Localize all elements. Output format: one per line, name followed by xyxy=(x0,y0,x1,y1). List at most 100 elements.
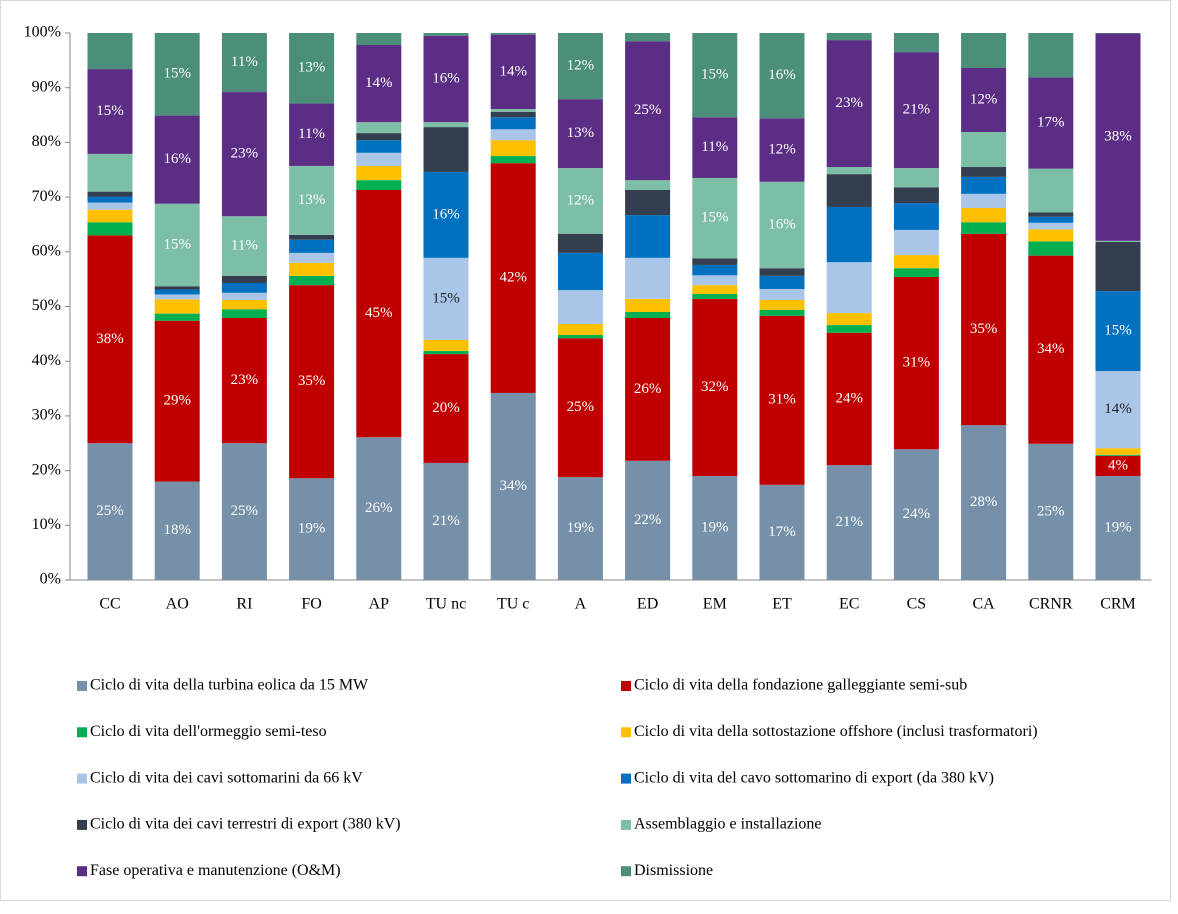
bar-segment xyxy=(826,167,872,175)
bar-segment xyxy=(1028,168,1074,213)
bar-segment xyxy=(557,338,603,478)
bar-segment xyxy=(1028,77,1074,169)
data-label: 25% xyxy=(634,102,662,118)
bar-segment xyxy=(961,193,1007,209)
bar-segment xyxy=(759,181,805,269)
y-tick-label: 40% xyxy=(32,352,61,369)
bar-segment xyxy=(692,298,738,477)
legend-label: Ciclo di vita della sottostazione offsho… xyxy=(634,723,1038,740)
bar-segment xyxy=(221,299,267,310)
bar-segment xyxy=(87,191,133,197)
chart-border xyxy=(0,0,1171,901)
data-label: 12% xyxy=(567,58,595,74)
bar-segment xyxy=(826,325,872,333)
data-label: 21% xyxy=(903,102,931,118)
bar-segment xyxy=(289,285,335,479)
bar-segment xyxy=(289,478,335,580)
x-tick-label: TU c xyxy=(497,596,529,613)
data-label: 19% xyxy=(298,521,326,537)
bar-segment xyxy=(961,132,1007,168)
data-label: 19% xyxy=(1104,519,1132,535)
bar-segment xyxy=(490,156,536,164)
legend-swatch xyxy=(77,727,87,738)
x-tick-label: EM xyxy=(703,596,727,613)
x-tick-label: A xyxy=(575,596,587,613)
data-label: 16% xyxy=(163,151,191,167)
bar-segment xyxy=(356,133,402,141)
bar-segment xyxy=(423,35,469,123)
data-label: 13% xyxy=(567,125,595,141)
data-label: 38% xyxy=(96,331,124,347)
data-label: 32% xyxy=(701,379,729,395)
bar-segment xyxy=(625,189,671,216)
bar-segment xyxy=(692,275,738,286)
data-label: 15% xyxy=(432,290,460,306)
legend-label: Ciclo di vita della turbina eolica da 15… xyxy=(90,677,369,694)
y-tick-label: 10% xyxy=(32,516,61,533)
data-label: 17% xyxy=(1037,114,1065,130)
bar-segment xyxy=(1095,33,1141,241)
data-label: 23% xyxy=(231,372,259,388)
bar-segment xyxy=(423,122,469,128)
bar-segment xyxy=(1095,476,1141,580)
bar-segment xyxy=(154,299,200,314)
bar-segment xyxy=(87,222,133,236)
bar-segment xyxy=(826,465,872,580)
bar-segment xyxy=(557,324,603,335)
bar-segment xyxy=(490,111,536,118)
bar-segment xyxy=(893,187,939,204)
bar-segment xyxy=(1028,229,1074,242)
bar-segment xyxy=(154,481,200,580)
bar-segment xyxy=(692,476,738,580)
data-label: 25% xyxy=(1037,503,1065,519)
bar-segment xyxy=(154,320,200,482)
bar-segment xyxy=(289,165,335,235)
data-label: 24% xyxy=(835,390,863,406)
bar-segment xyxy=(625,41,671,181)
bar-segment xyxy=(826,33,872,41)
bar-segment xyxy=(759,309,805,316)
data-label: 4% xyxy=(1108,457,1128,473)
bar-segment xyxy=(1095,371,1141,449)
bar-segment xyxy=(692,117,738,178)
data-label: 29% xyxy=(163,393,191,409)
data-label: 16% xyxy=(768,216,796,232)
bar-segment xyxy=(692,258,738,265)
bar-segment xyxy=(1028,443,1074,580)
legend-label: Fase operativa e manutenzione (O&M) xyxy=(90,862,341,879)
bar-segment xyxy=(221,309,267,318)
bar-segment xyxy=(87,209,133,223)
bar-segment xyxy=(356,180,402,190)
y-tick-label: 0% xyxy=(40,571,61,588)
bar-segment xyxy=(893,255,939,269)
x-tick-label: FO xyxy=(301,596,321,613)
bar-segment xyxy=(557,233,603,253)
bar-segment xyxy=(625,33,671,42)
bar-segment xyxy=(1095,241,1141,292)
data-label: 11% xyxy=(231,54,258,70)
data-label: 21% xyxy=(835,514,863,530)
data-label: 18% xyxy=(163,522,191,538)
bar-segment xyxy=(893,33,939,53)
x-tick-label: AP xyxy=(369,596,390,613)
bar-segment xyxy=(826,262,872,314)
legend-swatch xyxy=(77,819,87,830)
bar-segment xyxy=(221,317,267,444)
bar-segment xyxy=(154,313,200,321)
bar-segment xyxy=(490,109,536,112)
data-label: 15% xyxy=(701,210,729,226)
x-tick-label: CRNR xyxy=(1029,596,1073,613)
bar-segment xyxy=(154,289,200,295)
bar-segment xyxy=(893,229,939,256)
bar-segment xyxy=(1095,240,1141,242)
bar-segment xyxy=(759,33,805,119)
y-tick-label: 80% xyxy=(32,133,61,150)
legend-swatch xyxy=(621,866,631,877)
bar-segment xyxy=(893,268,939,277)
bar-segment xyxy=(356,33,402,46)
data-label: 12% xyxy=(768,141,796,157)
bar-segment xyxy=(1095,455,1141,477)
bar-segment xyxy=(490,392,536,580)
x-tick-label: EC xyxy=(839,596,859,613)
data-label: 21% xyxy=(432,513,460,529)
